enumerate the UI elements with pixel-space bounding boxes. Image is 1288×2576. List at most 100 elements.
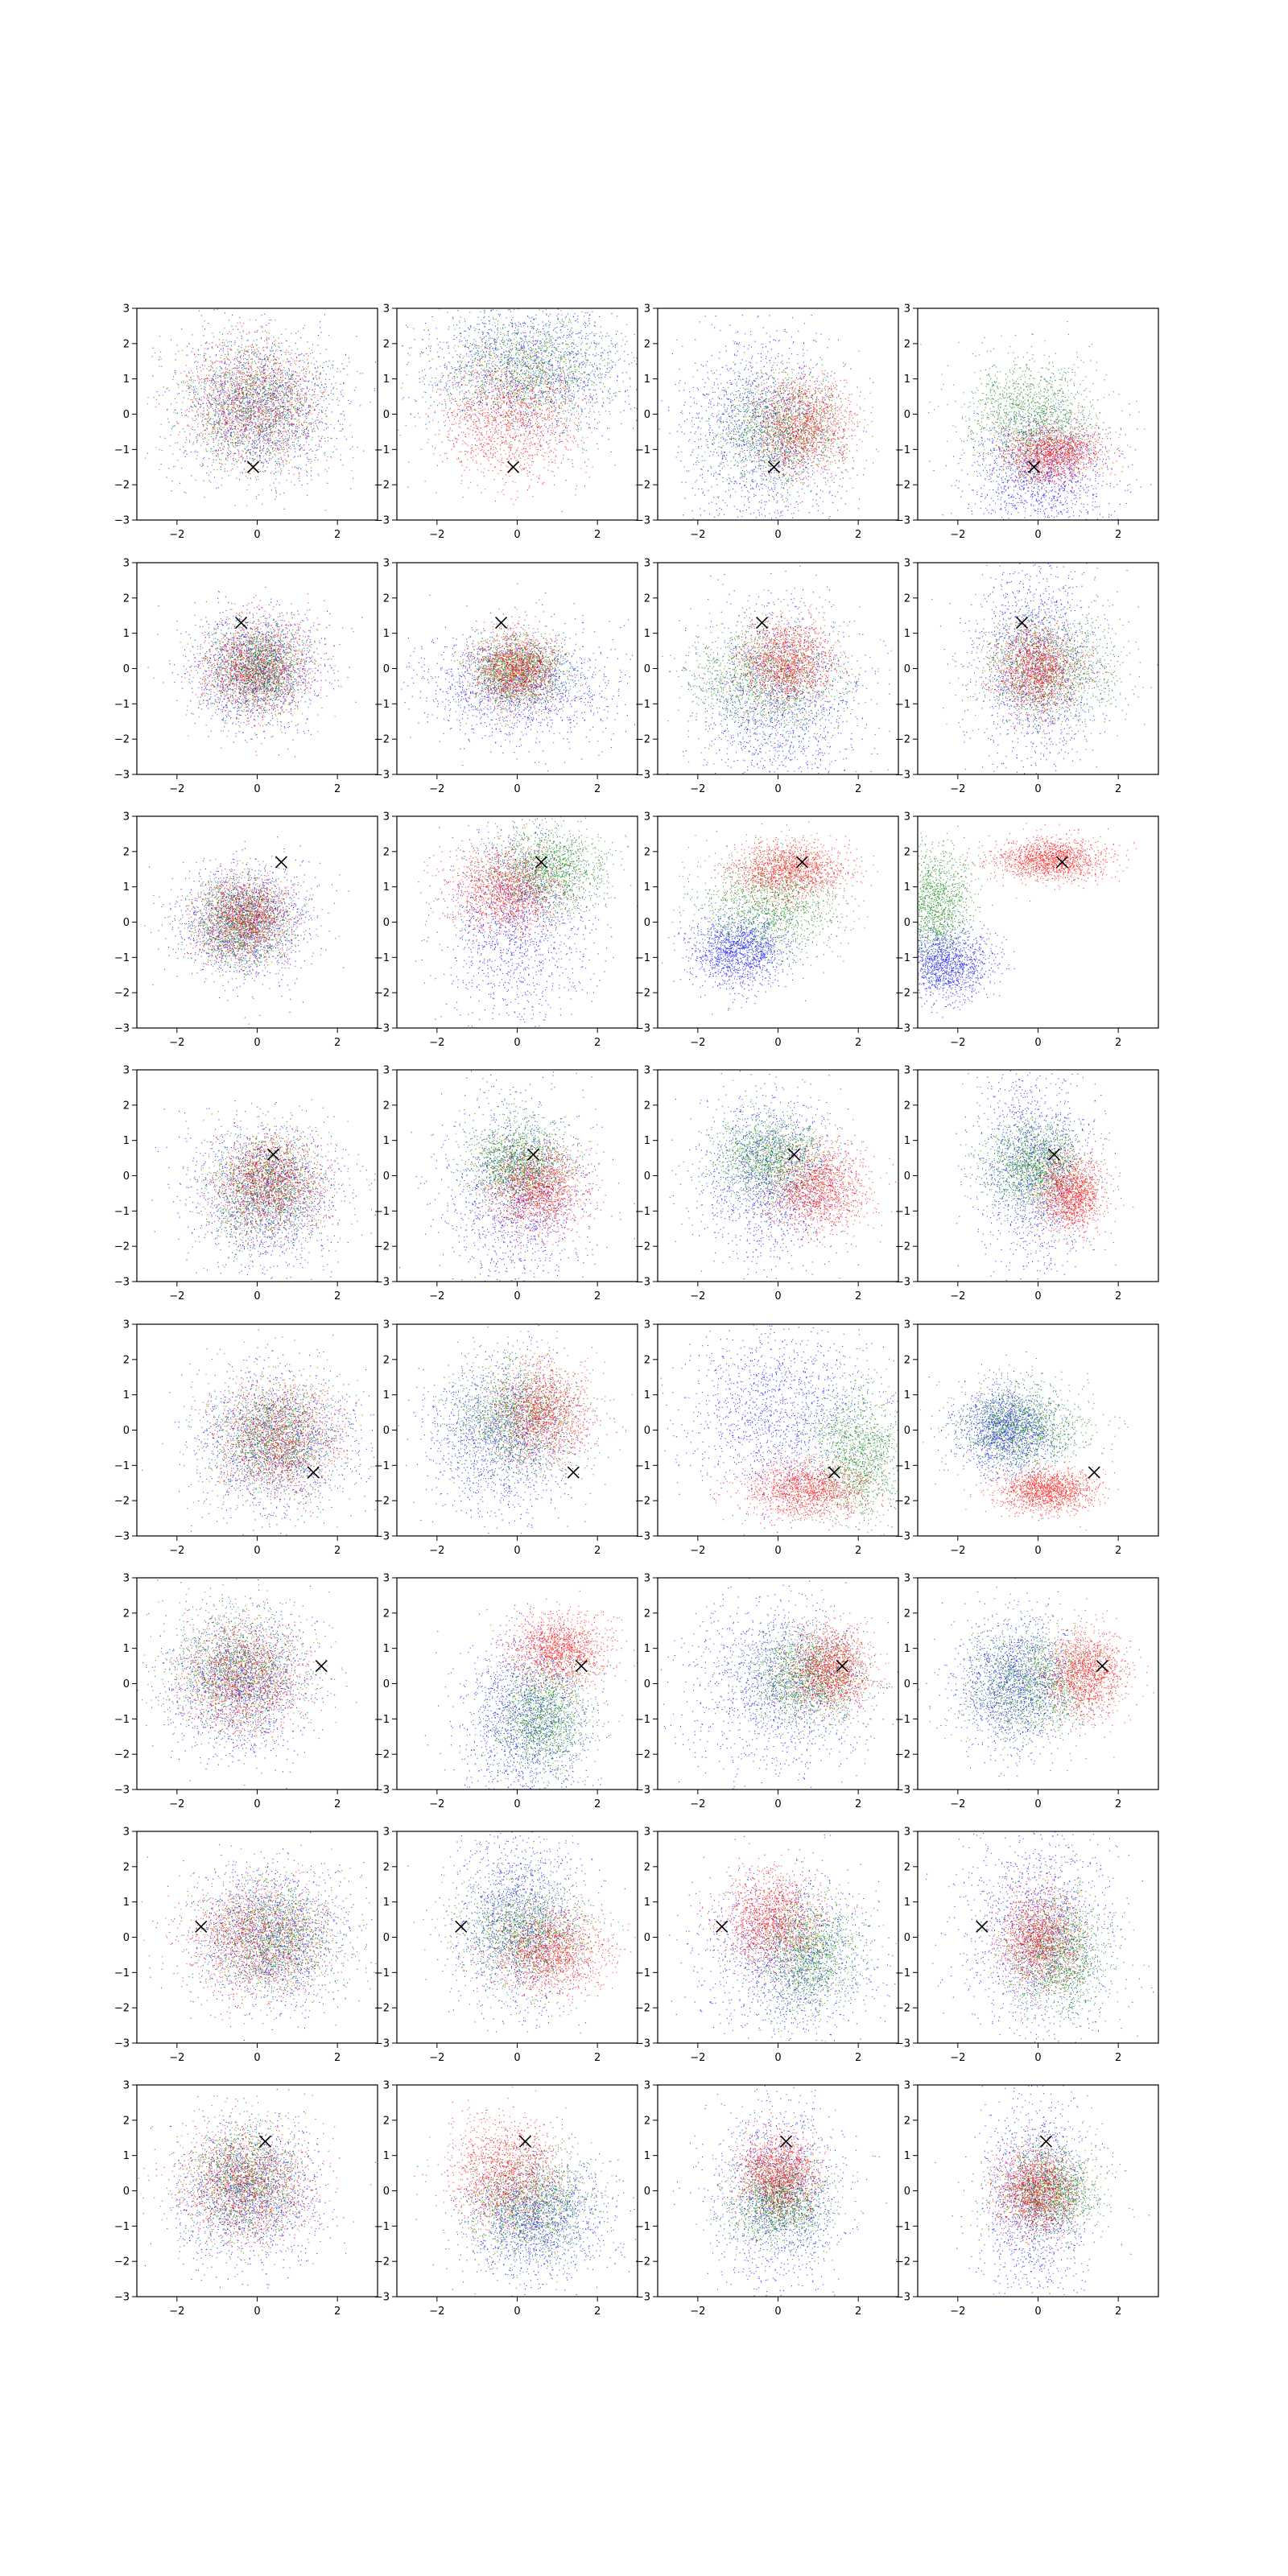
- series-red: [145, 310, 364, 493]
- y-tick-label: 1: [904, 1897, 910, 1909]
- plot-area: [424, 1590, 638, 1790]
- y-tick-label: 0: [644, 409, 650, 421]
- y-tick-label: −1: [114, 699, 130, 711]
- y-tick-label: −1: [374, 699, 390, 711]
- x-tick-label: 2: [334, 783, 341, 795]
- x-tick-label: 0: [1034, 529, 1041, 541]
- points-blue: [142, 1329, 378, 1536]
- y-tick-label: −1: [635, 1206, 650, 1218]
- y-tick-label: −2: [114, 734, 130, 746]
- y-tick-label: −2: [895, 2256, 910, 2268]
- y-tick-label: 2: [123, 338, 130, 350]
- y-tick-label: −2: [635, 1496, 650, 1508]
- y-tick-label: 1: [123, 881, 130, 894]
- series-blue: [919, 1578, 1104, 1790]
- panel-r3-c4: −2 0 2 −3 −2 −1 0 1 2 3: [895, 811, 1159, 1049]
- y-tick-label: 3: [644, 303, 650, 316]
- series-blue: [147, 308, 377, 511]
- points-blue: [142, 2089, 377, 2289]
- y-tick-label: −3: [635, 1531, 650, 1543]
- points-red: [138, 2095, 354, 2281]
- y-tick-label: 0: [383, 1425, 390, 1437]
- y-tick-label: 3: [123, 1319, 130, 1331]
- panel-r7-c2: −2 0 2 −3 −2 −1 0 1 2 3: [374, 1827, 638, 2064]
- axes-frame: [136, 1323, 378, 1537]
- plot-area: [662, 565, 898, 774]
- points-green: [142, 1584, 343, 1754]
- x-tick-label: −2: [950, 1798, 965, 1810]
- plot-area: [141, 1832, 377, 2041]
- x-tick-label: 2: [855, 1037, 861, 1049]
- y-tick-label: −2: [114, 2256, 130, 2268]
- x-marker: [716, 1920, 729, 1933]
- x-tick-label: −2: [169, 1798, 184, 1810]
- y-tick-label: 2: [644, 846, 650, 858]
- y-tick-label: −1: [635, 1714, 650, 1726]
- panel-r7-c1: −2 0 2 −3 −2 −1 0 1 2 3: [114, 1827, 378, 2064]
- y-tick-label: 2: [123, 592, 130, 605]
- x-marker: [195, 1920, 208, 1933]
- panel-r2-c4: −2 0 2 −3 −2 −1 0 1 2 3: [895, 558, 1159, 795]
- panel-r6-c3: −2 0 2 −3 −2 −1 0 1 2 3: [635, 1573, 899, 1810]
- y-tick-label: −2: [374, 1749, 390, 1761]
- x-tick-label: 2: [855, 1798, 861, 1810]
- points-red: [964, 1448, 1119, 1531]
- points-green: [680, 338, 872, 514]
- y-tick-label: 2: [904, 1100, 910, 1112]
- series-red: [185, 1108, 359, 1253]
- x-tick-label: −2: [950, 2052, 965, 2064]
- points-blue: [151, 1099, 376, 1280]
- y-tick-label: 0: [904, 917, 910, 929]
- x-tick-label: 0: [514, 1037, 520, 1049]
- y-tick-label: −2: [635, 988, 650, 1000]
- points-red: [707, 1442, 890, 1536]
- series-red: [420, 823, 588, 968]
- points-red: [1017, 1603, 1154, 1758]
- x-marker: [795, 856, 808, 869]
- points-green: [696, 1592, 890, 1761]
- x-tick-label: 2: [855, 2306, 861, 2318]
- x-tick-label: −2: [169, 1545, 184, 1557]
- y-tick-label: 2: [644, 2115, 650, 2127]
- series-green: [981, 1859, 1145, 2043]
- x-tick-label: 2: [594, 2306, 601, 2318]
- panel-r4-c1: −2 0 2 −3 −2 −1 0 1 2 3: [114, 1065, 378, 1302]
- y-tick-label: −3: [635, 1277, 650, 1289]
- axes-frame: [136, 1831, 378, 2044]
- points-blue: [660, 1578, 898, 1790]
- x-marker: [976, 1920, 989, 1933]
- plot-area: [920, 321, 1152, 520]
- y-tick-label: 2: [383, 846, 390, 858]
- points-red: [145, 310, 364, 493]
- y-tick-label: 1: [383, 1643, 390, 1655]
- x-tick-label: −2: [429, 1545, 444, 1557]
- plot-area: [919, 1578, 1154, 1790]
- points-red: [745, 1132, 897, 1257]
- plot-area: [669, 1834, 898, 2043]
- series-red: [184, 1336, 374, 1528]
- y-tick-label: −1: [895, 1967, 910, 1979]
- y-tick-label: −1: [114, 1714, 130, 1726]
- y-tick-label: 1: [123, 1897, 130, 1909]
- points-blue: [658, 315, 874, 520]
- series-blue: [667, 565, 890, 774]
- points-blue: [137, 1579, 357, 1790]
- axes-frame: [917, 815, 1159, 1029]
- y-tick-label: −2: [374, 480, 390, 492]
- x-tick-label: 2: [594, 2052, 601, 2064]
- y-tick-label: 3: [123, 811, 130, 824]
- y-tick-label: −3: [635, 1785, 650, 1797]
- y-tick-label: 0: [383, 1932, 390, 1944]
- y-tick-label: 2: [904, 846, 910, 858]
- y-tick-label: −2: [114, 2003, 130, 2015]
- y-tick-label: −3: [895, 1023, 910, 1035]
- y-tick-label: 3: [644, 558, 650, 570]
- y-tick-label: 0: [904, 409, 910, 421]
- y-tick-label: 0: [644, 1170, 650, 1183]
- y-tick-label: 1: [904, 1389, 910, 1402]
- y-tick-label: −3: [374, 1277, 390, 1289]
- y-tick-label: −1: [895, 699, 910, 711]
- y-tick-label: −2: [114, 1749, 130, 1761]
- x-tick-label: −2: [429, 1290, 444, 1302]
- x-marker: [828, 1466, 840, 1479]
